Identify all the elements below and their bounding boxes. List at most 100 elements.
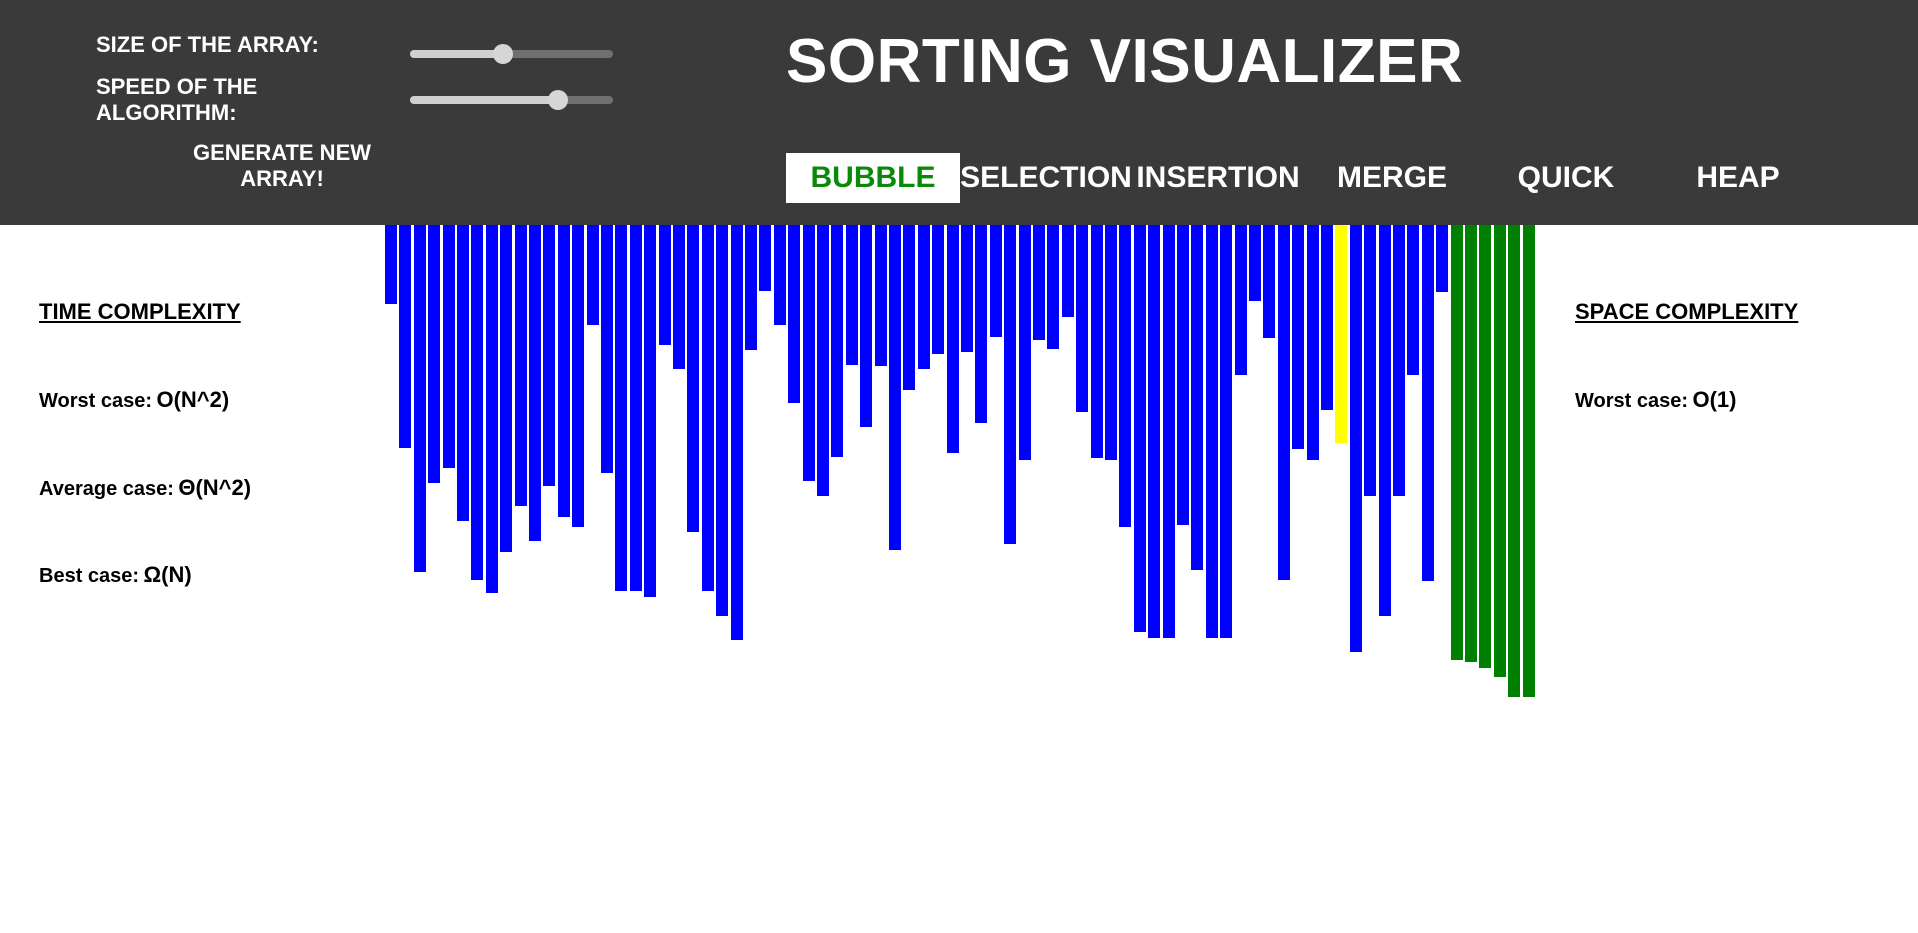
array-bar [1379,225,1391,616]
array-bar [1235,225,1247,375]
tab-selection[interactable]: SELECTION [960,161,1132,194]
array-bar [443,225,455,468]
tab-quick[interactable]: QUICK [1517,161,1615,194]
array-bar [1206,225,1218,638]
time-average-case-value: Θ(N^2) [178,475,252,500]
algorithm-speed-slider-thumb[interactable] [548,90,569,110]
array-bar [1263,225,1275,338]
array-bar [745,225,757,350]
array-bar [1523,225,1535,697]
array-size-slider-fill [410,50,504,58]
array-bar [428,225,440,483]
array-bar [1465,225,1477,662]
array-bar [1177,225,1189,525]
array-bar [1004,225,1016,544]
time-best-case-label: Best case: [39,565,140,587]
array-bar [1364,225,1376,496]
array-size-slider[interactable] [410,44,613,64]
algorithm-speed-label: SPEED OF THE ALGORITHM: [96,74,258,125]
array-bar [659,225,671,345]
array-bar [1105,225,1117,460]
array-bar [486,225,498,593]
array-bar [961,225,973,352]
time-best-case-value: Ω(N) [143,562,192,587]
array-bar [1091,225,1103,458]
array-bar [918,225,930,369]
array-bar [572,225,584,527]
array-bar [846,225,858,365]
array-bar [1422,225,1434,581]
time-worst-case: Worst case: O(N^2) [39,387,229,413]
array-bar [1335,225,1347,443]
array-bar [1047,225,1059,349]
tab-merge[interactable]: MERGE [1336,161,1447,194]
array-bar [414,225,426,572]
time-average-case-label: Average case: [39,478,174,500]
algorithm-speed-slider-fill [410,96,559,104]
array-bar [687,225,699,532]
array-bar [831,225,843,457]
array-bar [947,225,959,453]
array-bar [399,225,411,448]
space-worst-case-label: Worst case: [1575,390,1689,412]
array-size-slider-thumb[interactable] [493,44,514,64]
array-bar [702,225,714,591]
array-bar [932,225,944,354]
array-bar [644,225,656,597]
space-worst-case: Worst case: O(1) [1575,387,1736,413]
array-bar [731,225,743,640]
array-size-label: SIZE OF THE ARRAY: [96,32,319,57]
array-bar [788,225,800,403]
array-bar [529,225,541,541]
array-bar [500,225,512,552]
array-bar [457,225,469,521]
array-bar [1249,225,1261,301]
array-bar [1508,225,1520,697]
array-bar [1220,225,1232,638]
space-complexity-heading: SPACE COMPLEXITY [1575,299,1799,324]
array-bar [601,225,613,473]
array-bar [803,225,815,481]
tab-insertion[interactable]: INSERTION [1136,161,1300,194]
array-bar [1407,225,1419,375]
array-bar [1191,225,1203,570]
array-bar [1033,225,1045,340]
array-bar [543,225,555,486]
array-bar [1019,225,1031,460]
array-bar [1062,225,1074,317]
tab-heap[interactable]: HEAP [1696,161,1780,194]
array-bar [817,225,829,496]
generate-new-array-button[interactable]: GENERATE NEW ARRAY! [192,140,372,191]
array-bar [860,225,872,427]
array-bar [1134,225,1146,632]
array-bar [1163,225,1175,638]
array-bar [1436,225,1448,292]
array-bar [875,225,887,366]
time-best-case: Best case: Ω(N) [39,562,192,588]
array-bar [1278,225,1290,580]
array-bar [630,225,642,591]
page-title: SORTING VISUALIZER [786,27,1464,96]
array-bars [0,225,1918,725]
array-bar [759,225,771,291]
algorithm-speed-slider[interactable] [410,90,613,110]
time-worst-case-label: Worst case: [39,390,153,412]
array-bar [903,225,915,390]
array-bar [1292,225,1304,449]
array-bar [1393,225,1405,496]
array-bar [1451,225,1463,660]
time-worst-case-value: O(N^2) [156,387,230,412]
header-bar: SIZE OF THE ARRAY: SPEED OF THE ALGORITH… [0,0,1918,225]
array-bar [1479,225,1491,668]
space-worst-case-value: O(1) [1692,387,1737,412]
time-average-case: Average case: Θ(N^2) [39,475,251,501]
tab-bubble[interactable]: BUBBLE [786,153,960,203]
array-bar [471,225,483,580]
time-complexity-heading: TIME COMPLEXITY [39,299,241,324]
array-bar [1350,225,1362,652]
array-bar [1307,225,1319,460]
array-bar [1119,225,1131,527]
array-bar [716,225,728,616]
array-bar [774,225,786,325]
array-bar [515,225,527,506]
